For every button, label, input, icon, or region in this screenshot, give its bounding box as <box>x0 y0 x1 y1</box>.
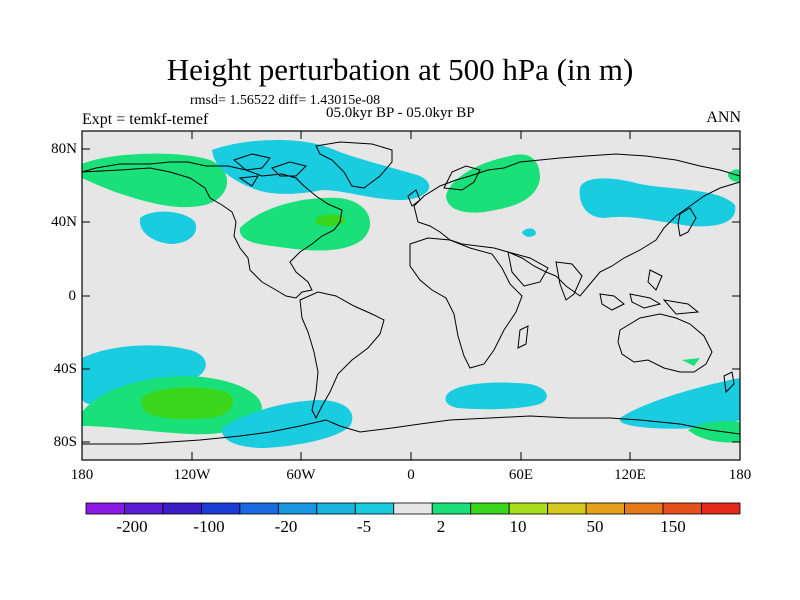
lat-label-80s: 80S <box>53 434 77 450</box>
coastline-india <box>555 261 583 301</box>
colorbar-box <box>162 502 202 515</box>
colorbar-box <box>701 502 741 515</box>
coastline-japan <box>677 207 697 237</box>
coastline-north-america <box>81 161 343 299</box>
contour-positive-ne-corner <box>728 169 740 182</box>
contour-positive-north-atlantic <box>239 197 371 251</box>
anomaly-contours <box>82 139 740 448</box>
contour-positive-eurasia <box>446 154 540 213</box>
lon-label-60e: 60E <box>508 467 534 483</box>
colorbar-label: 10 <box>509 517 527 536</box>
coastline-arabia <box>507 251 549 287</box>
experiment-label: Expt = temkf-temef <box>82 111 209 128</box>
contour-strong-north-atlantic <box>316 214 346 227</box>
colorbar-box <box>124 502 164 515</box>
coastline-madagascar <box>517 325 529 349</box>
colorbar-box <box>431 502 472 515</box>
coastline-se-asia-islands <box>599 269 700 315</box>
coastline-south-america <box>299 291 385 420</box>
contour-negative-south-indian <box>445 382 547 410</box>
colorbar-label: -100 <box>193 517 225 536</box>
colorbar-box <box>508 502 549 515</box>
colorbar-box <box>85 502 125 515</box>
lat-label-80n: 80N <box>51 141 77 157</box>
coastline-greenland <box>315 141 393 189</box>
contour-negative-small <box>522 228 536 237</box>
lat-label-40n: 40N <box>51 214 77 230</box>
colorbar-label: 50 <box>586 517 604 536</box>
colorbar-box <box>662 502 702 515</box>
colorbar-label: 150 <box>660 517 686 536</box>
coastline-australia <box>617 313 713 373</box>
colorbar-box <box>316 502 356 515</box>
lon-label-60w: 60W <box>286 467 316 483</box>
coastline-british-isles <box>407 189 421 207</box>
contour-positive-se-corner <box>688 420 740 443</box>
coastline-scandinavia <box>443 165 481 191</box>
colorbar-box <box>585 502 625 515</box>
colorbar-label: -200 <box>116 517 148 536</box>
lon-label-0: 0 <box>407 467 415 483</box>
coastline-new-zealand <box>723 371 735 394</box>
lon-label-120w: 120W <box>173 467 211 483</box>
lon-label-180e: 180 <box>728 467 752 483</box>
contour-negative-arctic <box>212 139 430 200</box>
lon-label-180w: 180 <box>70 467 94 483</box>
colorbar-box <box>354 502 395 515</box>
season-label: ANN <box>706 109 741 126</box>
lon-label-120e: 120E <box>614 467 646 483</box>
contour-strong-south-pacific <box>141 387 234 420</box>
axis-ticks <box>81 131 741 460</box>
colorbar-label: -20 <box>274 517 298 536</box>
coastline-arctic-islands <box>232 153 307 187</box>
contour-negative-antarctic-americas <box>221 400 353 448</box>
colorbar-box <box>239 502 279 515</box>
contour-positive-australia <box>682 358 700 366</box>
colorbar-box <box>393 502 433 515</box>
colorbar-label: -5 <box>356 517 372 536</box>
colorbar-box <box>470 502 510 515</box>
contour-negative-south-pacific <box>82 345 206 405</box>
colorbar-box <box>624 502 664 515</box>
colorbar-box <box>547 502 587 515</box>
colorbar-label: 2 <box>436 517 446 536</box>
coastline-antarctica <box>82 415 741 445</box>
contour-negative-east-asia <box>579 178 736 227</box>
plot-title: Height perturbation at 500 hPa (in m) <box>166 52 634 87</box>
lat-label-0: 0 <box>68 288 77 304</box>
colorbar-box <box>277 502 318 515</box>
colorbar-box <box>201 502 241 515</box>
stats-text: rmsd= 1.56522 diff= 1.43015e-08 <box>190 93 381 108</box>
coastline-eurasia <box>413 153 741 297</box>
contour-negative-south-australia <box>619 378 740 429</box>
contour-positive-north-pacific <box>82 153 228 208</box>
lat-label-40s: 40S <box>53 361 77 377</box>
colorbar <box>85 502 741 515</box>
coastline-africa <box>409 237 523 369</box>
contour-negative-mid-pacific <box>139 211 197 244</box>
coastlines <box>81 141 741 445</box>
period-text: 05.0kyr BP - 05.0kyr BP <box>326 105 475 121</box>
